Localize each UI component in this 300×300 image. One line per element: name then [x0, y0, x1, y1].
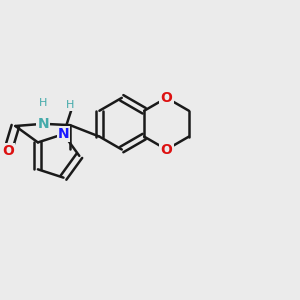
Text: O: O [160, 91, 172, 105]
Text: H: H [39, 98, 47, 108]
Text: N: N [58, 127, 69, 141]
Text: H: H [66, 100, 74, 110]
Text: O: O [160, 142, 172, 157]
Text: N: N [37, 117, 49, 131]
Text: O: O [2, 144, 14, 158]
